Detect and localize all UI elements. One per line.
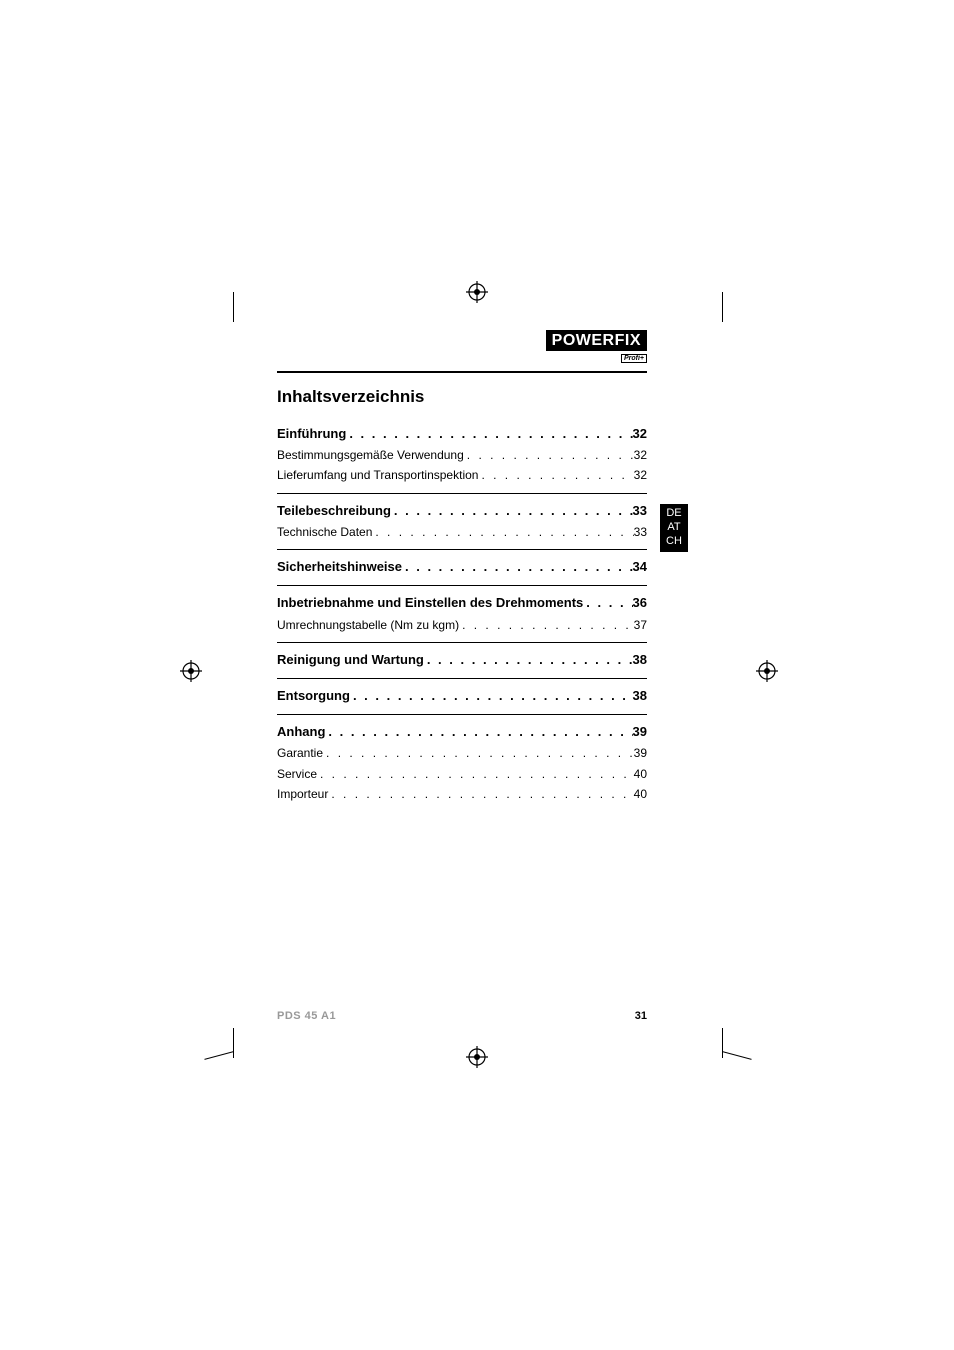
toc-entry-level2: Umrechnungstabelle (Nm zu kgm) 37 [277,615,647,635]
toc-entry-level1: Einführung 32 [277,423,647,445]
locale-code: CH [660,535,688,549]
toc-label: Garantie [277,743,323,763]
toc-label: Sicherheitshinweise [277,556,402,578]
page-footer: PDS 45 A1 31 [277,1010,647,1022]
registration-mark-icon [180,660,202,682]
divider [277,549,647,550]
registration-mark-icon [466,281,488,303]
toc-page-number: 34 [633,556,647,578]
locale-code: DE [660,507,688,521]
toc-page-number: 32 [634,445,647,465]
table-of-contents: Einführung32Bestimmungsgemäße Verwendung… [277,423,647,807]
toc-page-number: 32 [633,423,647,445]
toc-entry-level1: Inbetriebnahme und Einstellen des Drehmo… [277,592,647,614]
crop-tick-icon [204,1051,233,1060]
toc-leader-dots [372,522,633,542]
crop-tick-icon [722,292,723,322]
toc-label: Service [277,764,317,784]
toc-leader-dots [391,500,633,522]
toc-entry-level1: Reinigung und Wartung 38 [277,649,647,671]
toc-page-number: 40 [634,764,647,784]
toc-label: Anhang [277,721,325,743]
toc-leader-dots [402,556,633,578]
toc-label: Inbetriebnahme und Einstellen des Drehmo… [277,592,583,614]
toc-entry-level2: Service 40 [277,764,647,784]
registration-mark-icon [466,1046,488,1068]
toc-title: Inhaltsverzeichnis [277,387,647,407]
toc-label: Entsorgung [277,685,350,707]
toc-entry-level2: Garantie 39 [277,743,647,763]
toc-page-number: 36 [633,592,647,614]
toc-leader-dots [583,592,632,614]
crop-tick-icon [722,1051,751,1060]
toc-entry-level2: Bestimmungsgemäße Verwendung 32 [277,445,647,465]
toc-entry-level2: Importeur 40 [277,784,647,804]
toc-leader-dots [325,721,632,743]
toc-page-number: 39 [634,743,647,763]
toc-entry-level2: Lieferumfang und Transportinspektion 32 [277,465,647,485]
toc-page-number: 40 [634,784,647,804]
locale-tab: DE AT CH [660,504,688,552]
toc-label: Einführung [277,423,346,445]
divider [277,678,647,679]
toc-entry-level1: Entsorgung 38 [277,685,647,707]
toc-page-number: 38 [633,649,647,671]
toc-leader-dots [459,615,634,635]
toc-label: Teilebeschreibung [277,500,391,522]
toc-leader-dots [328,784,633,804]
page: DE AT CH POWERFIX Profi+ Inhaltsverzeich… [0,0,954,1350]
locale-code: AT [660,521,688,535]
divider [277,714,647,715]
toc-label: Technische Daten [277,522,372,542]
toc-leader-dots [323,743,634,763]
toc-page-number: 32 [634,465,647,485]
toc-leader-dots [424,649,633,671]
footer-page-number: 31 [635,1010,647,1022]
toc-leader-dots [478,465,633,485]
toc-entry-level2: Technische Daten 33 [277,522,647,542]
divider [277,371,647,373]
toc-label: Bestimmungsgemäße Verwendung [277,445,464,465]
toc-page-number: 39 [633,721,647,743]
toc-leader-dots [350,685,633,707]
crop-tick-icon [233,292,234,322]
toc-page-number: 33 [634,522,647,542]
toc-entry-level1: Teilebeschreibung 33 [277,500,647,522]
toc-leader-dots [464,445,634,465]
brand-block: POWERFIX Profi+ [277,330,647,365]
toc-leader-dots [346,423,632,445]
toc-page-number: 33 [633,500,647,522]
divider [277,642,647,643]
toc-label: Reinigung und Wartung [277,649,424,671]
toc-label: Umrechnungstabelle (Nm zu kgm) [277,615,459,635]
toc-label: Lieferumfang und Transportinspektion [277,465,478,485]
crop-tick-icon [233,1028,234,1058]
toc-leader-dots [317,764,634,784]
toc-label: Importeur [277,784,328,804]
toc-entry-level1: Anhang 39 [277,721,647,743]
footer-model: PDS 45 A1 [277,1010,336,1022]
crop-tick-icon [722,1028,723,1058]
registration-mark-icon [756,660,778,682]
content-area: POWERFIX Profi+ Inhaltsverzeichnis Einfü… [277,330,647,807]
divider [277,585,647,586]
toc-page-number: 37 [634,615,647,635]
divider [277,493,647,494]
toc-page-number: 38 [633,685,647,707]
toc-entry-level1: Sicherheitshinweise 34 [277,556,647,578]
